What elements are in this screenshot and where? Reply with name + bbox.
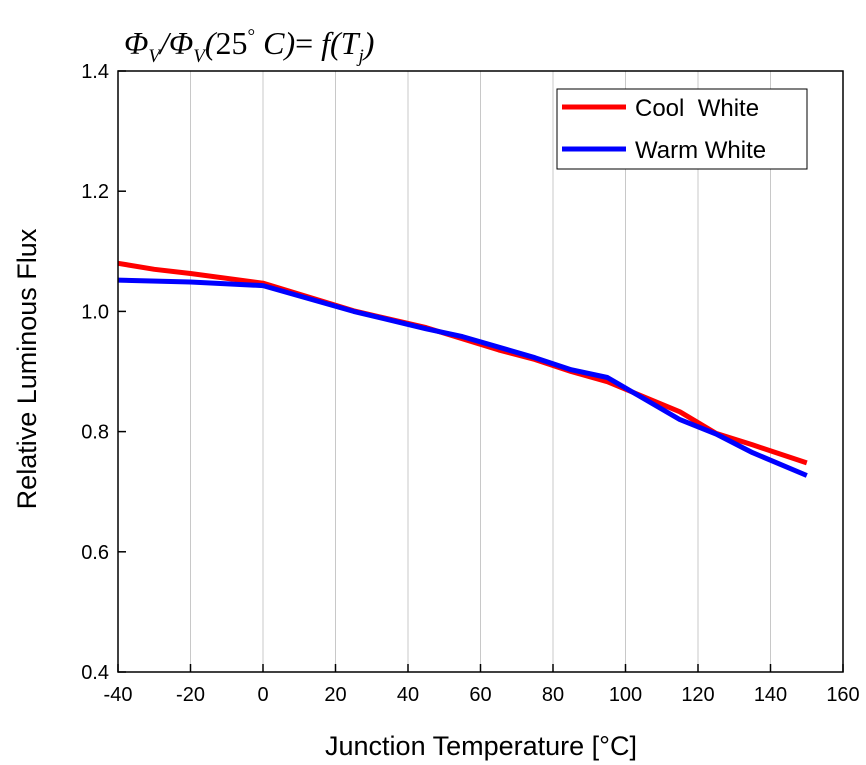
title-phi: Φ xyxy=(169,25,193,61)
chart-title: ΦV/ΦV(25° C)= f(Tj) xyxy=(124,25,374,67)
title-temperature: 25 xyxy=(215,25,247,61)
legend-label-cool-white: Cool White xyxy=(635,95,759,122)
title-degree: ° xyxy=(247,26,255,47)
x-tick-label: 80 xyxy=(542,684,564,706)
x-tick-label: 160 xyxy=(826,684,859,706)
legend-label-warm-white: Warm White xyxy=(635,137,766,164)
series-lines xyxy=(117,260,808,478)
title-subscript: j xyxy=(355,46,363,67)
y-tick-label: 0.8 xyxy=(81,422,109,444)
title-unit: C xyxy=(255,25,285,61)
title-phi: Φ xyxy=(124,25,148,61)
x-tick-label: 0 xyxy=(257,684,268,706)
y-tick-label: 0.6 xyxy=(81,542,109,564)
gridlines xyxy=(190,71,771,672)
y-axis-label: Relative Luminous Flux xyxy=(12,228,42,509)
x-tick-label: 60 xyxy=(469,684,491,706)
title-equals: = xyxy=(295,25,321,61)
x-tick-label: 100 xyxy=(609,684,642,706)
y-tick-label: 1.4 xyxy=(81,61,109,83)
title-subscript: V xyxy=(193,46,207,67)
x-tick-label: -20 xyxy=(176,684,205,706)
series-line-warm-white xyxy=(117,277,808,478)
y-tick-label: 1.0 xyxy=(81,301,109,323)
title-paren: ) xyxy=(362,25,375,61)
axis-ticks xyxy=(117,70,844,673)
legend: Cool White Warm White xyxy=(556,88,808,170)
title-subscript: V xyxy=(148,46,162,67)
y-tick-label: 0.4 xyxy=(81,662,109,684)
x-axis-label: Junction Temperature [°C] xyxy=(325,731,637,761)
title-slash: / xyxy=(158,25,172,61)
title-paren: ) xyxy=(282,25,295,61)
x-tick-label: 120 xyxy=(681,684,714,706)
x-tick-label: 20 xyxy=(324,684,346,706)
y-tick-label: 1.2 xyxy=(81,181,109,203)
x-tick-label: 140 xyxy=(754,684,787,706)
y-tick-labels: 0.4 0.6 0.8 1.0 1.2 1.4 xyxy=(81,61,109,684)
x-tick-label: 40 xyxy=(397,684,419,706)
x-tick-label: -40 xyxy=(104,684,133,706)
series-line-cool-white xyxy=(117,260,808,466)
title-variable: T xyxy=(341,25,361,61)
x-tick-labels: -40 -20 0 20 40 60 80 100 120 140 160 xyxy=(104,684,860,706)
title-paren: ( xyxy=(205,25,218,61)
title-paren: ( xyxy=(330,25,343,61)
legend-box xyxy=(556,88,808,170)
